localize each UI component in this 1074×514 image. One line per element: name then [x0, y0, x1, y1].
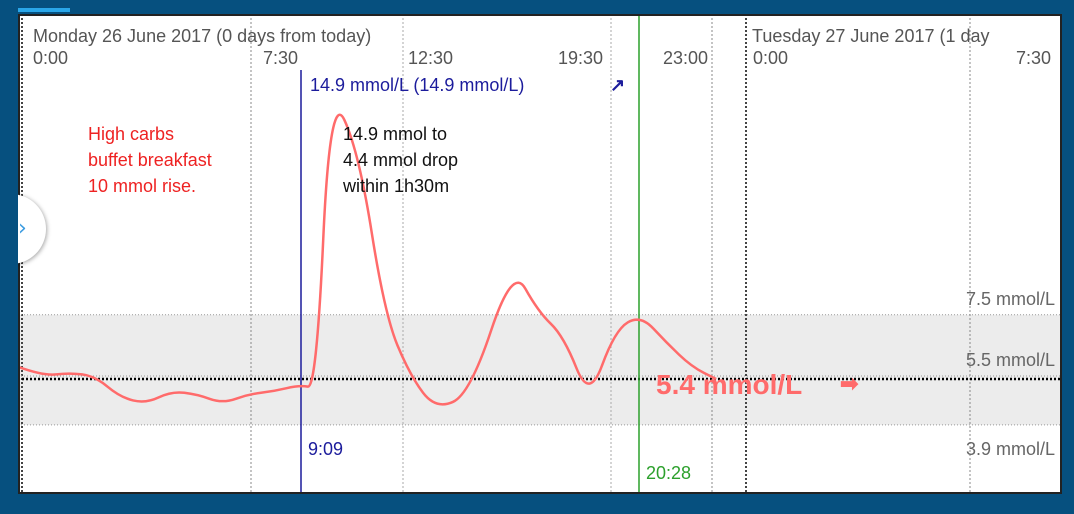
chevron-right-icon: › — [18, 216, 27, 241]
annotation-breakfast: High carbs buffet breakfast 10 mmol rise… — [88, 124, 212, 196]
annotation-line: buffet breakfast — [88, 150, 212, 170]
ref-label-7-5: 7.5 mmol/L — [966, 289, 1055, 309]
ref-label-3-9: 3.9 mmol/L — [966, 439, 1055, 459]
active-tab-indicator — [18, 8, 70, 12]
glucose-chart: Monday 26 June 2017 (0 days from today) … — [18, 14, 1062, 494]
time-label: 12:30 — [408, 48, 453, 68]
now-time-label: 20:28 — [646, 463, 691, 483]
annotation-line: 14.9 mmol to — [343, 124, 447, 144]
glucose-chart-panel: Monday 26 June 2017 (0 days from today) … — [18, 14, 1062, 494]
time-label: 19:30 — [558, 48, 603, 68]
trend-arrow-right-icon: ➡ — [840, 371, 859, 396]
annotation-line: within 1h30m — [342, 176, 449, 196]
time-label: 0:00 — [753, 48, 788, 68]
glucose-line — [18, 113, 717, 406]
time-label: 7:30 — [263, 48, 298, 68]
annotation-line: 4.4 mmol drop — [343, 150, 458, 170]
bottom-frame — [0, 494, 1074, 514]
annotation-drop: 14.9 mmol to 4.4 mmol drop within 1h30m — [342, 124, 458, 196]
day-header-monday: Monday 26 June 2017 (0 days from today) — [33, 26, 371, 46]
annotation-line: High carbs — [88, 124, 174, 144]
peak-time-label: 9:09 — [308, 439, 343, 459]
target-range-band — [18, 314, 1062, 425]
trend-arrow-icon: ↗ — [610, 75, 625, 95]
time-label: 7:30 — [1016, 48, 1051, 68]
current-reading: 5.4 mmol/L — [656, 369, 802, 400]
day-header-tuesday: Tuesday 27 June 2017 (1 day — [752, 26, 990, 46]
reference-lines — [18, 314, 1062, 426]
annotation-line: 10 mmol rise. — [88, 176, 196, 196]
time-label: 0:00 — [33, 48, 68, 68]
time-label: 23:00 — [663, 48, 708, 68]
ref-label-5-5: 5.5 mmol/L — [966, 350, 1055, 370]
peak-value-label: 14.9 mmol/L (14.9 mmol/L) — [310, 75, 524, 95]
